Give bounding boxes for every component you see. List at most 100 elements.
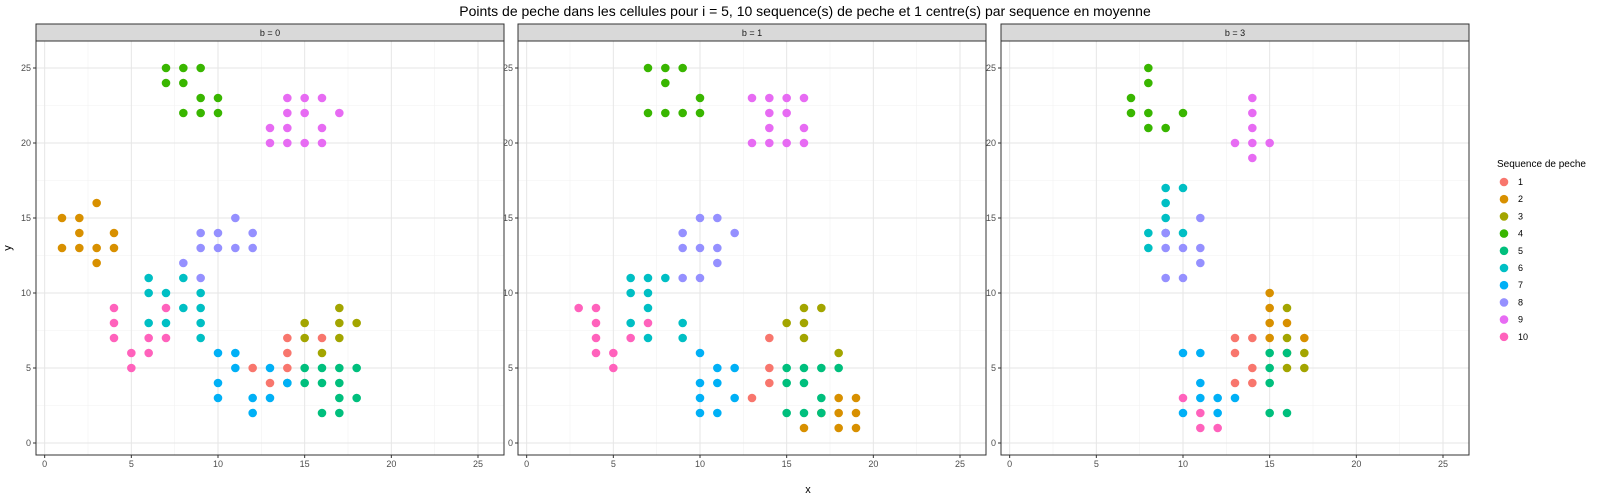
- data-point: [1248, 363, 1257, 373]
- data-point: [109, 228, 119, 238]
- data-point: [335, 303, 344, 313]
- data-point: [626, 288, 635, 298]
- data-point: [1265, 303, 1274, 313]
- data-point: [695, 108, 705, 118]
- data-point: [300, 93, 309, 103]
- data-point: [283, 333, 292, 343]
- data-point: [851, 423, 861, 433]
- data-point: [799, 363, 809, 373]
- data-point: [127, 363, 136, 373]
- data-point: [1144, 123, 1153, 133]
- data-point: [1282, 333, 1292, 343]
- data-point: [196, 63, 205, 73]
- data-point: [300, 333, 309, 343]
- data-point: [713, 378, 722, 388]
- data-point: [799, 318, 809, 328]
- data-point: [196, 228, 205, 238]
- data-point: [782, 93, 791, 103]
- data-point: [730, 363, 739, 373]
- data-point: [196, 273, 205, 283]
- data-point: [1265, 363, 1274, 373]
- data-point: [799, 93, 809, 103]
- x-tick-label: 10: [695, 459, 705, 469]
- data-point: [179, 258, 188, 268]
- data-point: [1265, 348, 1274, 358]
- data-point: [317, 363, 327, 373]
- x-axis-title: x: [805, 484, 811, 496]
- data-point: [161, 78, 171, 88]
- data-point: [643, 108, 653, 118]
- legend-label: 2: [1518, 194, 1523, 204]
- data-point: [1178, 243, 1188, 253]
- data-point: [1230, 333, 1240, 343]
- data-point: [109, 243, 119, 253]
- plot-background: [1001, 41, 1469, 455]
- y-tick-label: 0: [26, 438, 31, 448]
- data-point: [626, 333, 635, 343]
- data-point: [179, 78, 188, 88]
- data-point: [248, 408, 257, 418]
- data-point: [317, 348, 327, 358]
- x-tick-label: 5: [129, 459, 134, 469]
- data-point: [591, 303, 601, 313]
- data-point: [695, 213, 705, 223]
- data-point: [179, 303, 188, 313]
- data-point: [817, 408, 826, 418]
- data-point: [300, 318, 309, 328]
- legend-label: 9: [1518, 315, 1523, 325]
- data-point: [1126, 108, 1136, 118]
- data-point: [317, 408, 327, 418]
- data-point: [144, 348, 153, 358]
- x-tick-label: 25: [1438, 459, 1448, 469]
- data-point: [231, 213, 240, 223]
- data-point: [57, 213, 67, 223]
- data-point: [661, 78, 670, 88]
- data-point: [265, 138, 275, 148]
- data-point: [643, 273, 653, 283]
- data-point: [196, 318, 205, 328]
- data-point: [678, 108, 687, 118]
- data-point: [231, 348, 240, 358]
- legend-key: [1499, 212, 1509, 221]
- data-point: [1300, 363, 1309, 373]
- legend-key: [1499, 332, 1509, 342]
- data-point: [817, 303, 826, 313]
- x-tick-label: 0: [1007, 459, 1012, 469]
- data-point: [799, 138, 809, 148]
- data-point: [1144, 243, 1153, 253]
- data-point: [782, 108, 791, 118]
- data-point: [317, 333, 327, 343]
- data-point: [213, 228, 223, 238]
- data-point: [643, 288, 653, 298]
- data-point: [317, 93, 327, 103]
- data-point: [144, 318, 153, 328]
- legend-key: [1499, 280, 1509, 290]
- x-tick-label: 25: [473, 459, 483, 469]
- y-tick-label: 10: [986, 288, 996, 298]
- data-point: [1178, 348, 1188, 358]
- data-point: [335, 408, 344, 418]
- data-point: [213, 393, 223, 403]
- data-point: [283, 378, 292, 388]
- data-point: [747, 138, 757, 148]
- data-point: [335, 378, 344, 388]
- y-tick-label: 10: [503, 288, 513, 298]
- data-point: [1196, 408, 1205, 418]
- x-tick-label: 10: [213, 459, 223, 469]
- data-point: [161, 318, 171, 328]
- legend-key: [1499, 298, 1509, 307]
- data-point: [747, 93, 757, 103]
- data-point: [352, 393, 361, 403]
- data-point: [1248, 93, 1257, 103]
- data-point: [92, 243, 101, 253]
- data-point: [1265, 378, 1274, 388]
- data-point: [248, 243, 257, 253]
- data-point: [782, 363, 791, 373]
- data-point: [1196, 348, 1205, 358]
- legend-key: [1499, 229, 1509, 238]
- x-tick-label: 15: [782, 459, 792, 469]
- data-point: [75, 228, 84, 238]
- data-point: [747, 393, 757, 403]
- data-point: [1300, 348, 1309, 358]
- data-point: [834, 348, 843, 358]
